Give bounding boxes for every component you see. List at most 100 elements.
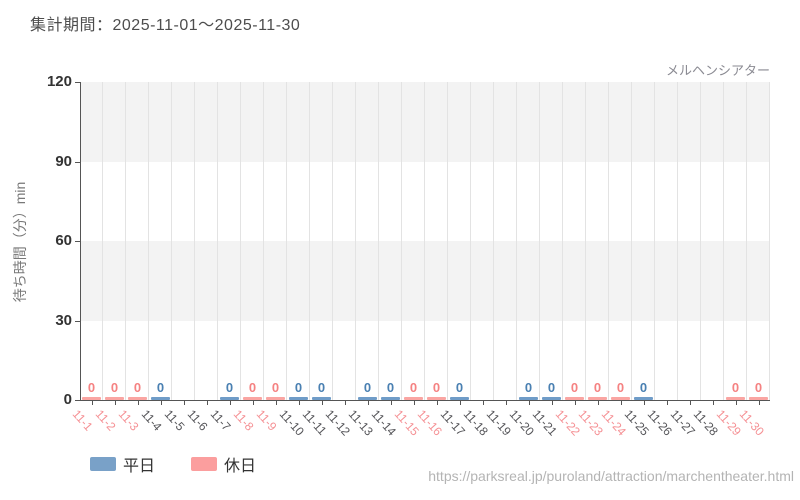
y-tick-label: 0 (63, 391, 72, 408)
plot-band (80, 161, 770, 241)
x-axis-tick (91, 401, 93, 405)
bar-value-label: 0 (547, 380, 556, 395)
y-tick-label: 60 (55, 232, 72, 249)
x-tick-label: 11-9 (253, 407, 279, 434)
bar (565, 397, 584, 400)
grid-line (493, 82, 494, 400)
grid-line (539, 82, 540, 400)
grid-line (217, 82, 218, 400)
x-tick-label: 11-18 (460, 407, 491, 439)
grid-line (723, 82, 724, 400)
x-tick-label: 11-16 (414, 407, 445, 439)
x-axis-tick (413, 401, 415, 405)
bar-value-label: 0 (225, 380, 234, 395)
y-axis-line (80, 82, 81, 400)
legend-item-weekday: 平日 (90, 452, 155, 476)
weekday-color-swatch (90, 457, 116, 471)
grid-line (240, 82, 241, 400)
bar (519, 397, 538, 400)
bar-value-label: 0 (271, 380, 280, 395)
x-axis-tick (137, 401, 139, 405)
x-axis-tick (712, 401, 714, 405)
bar (611, 397, 630, 400)
x-tick-label: 11-24 (598, 407, 629, 439)
x-axis-tick (551, 401, 553, 405)
grid-line (470, 82, 471, 400)
x-tick-label: 11-10 (276, 407, 307, 439)
holiday-color-swatch (191, 457, 218, 471)
plot-band (80, 82, 770, 162)
bar (151, 397, 170, 400)
bar-value-label: 0 (593, 380, 602, 395)
grid-line (102, 82, 103, 400)
bar (450, 397, 469, 400)
y-tick-label: 120 (46, 73, 72, 90)
bar (404, 397, 423, 400)
x-axis-tick (160, 401, 162, 405)
x-tick-label: 11-23 (575, 407, 606, 439)
bar-value-label: 0 (731, 380, 740, 395)
bar-value-label: 0 (363, 380, 372, 395)
y-axis-tick (75, 400, 80, 401)
x-axis-tick (321, 401, 323, 405)
grid-line (700, 82, 701, 400)
x-tick-label: 11-17 (437, 407, 468, 439)
x-tick-label: 11-4 (138, 407, 164, 434)
bar (220, 397, 239, 400)
bar-value-label: 0 (87, 380, 96, 395)
bar-value-label: 0 (455, 380, 464, 395)
x-axis-tick (482, 401, 484, 405)
grid-line (516, 82, 517, 400)
grid-line (171, 82, 172, 400)
x-tick-label: 11-21 (529, 407, 560, 439)
x-axis-tick (344, 401, 346, 405)
x-axis-tick (643, 401, 645, 405)
bar-value-label: 0 (133, 380, 142, 395)
legend: 平日 休日 (90, 452, 256, 476)
bar (312, 397, 331, 400)
bar (243, 397, 262, 400)
grid-line (746, 82, 747, 400)
x-tick-label: 11-26 (644, 407, 675, 439)
x-tick-label: 11-11 (299, 407, 329, 438)
bar (542, 397, 561, 400)
x-tick-label: 11-15 (391, 407, 422, 439)
grid-line (286, 82, 287, 400)
x-axis-tick (735, 401, 737, 405)
x-axis-tick (758, 401, 760, 405)
x-tick-label: 11-14 (368, 407, 399, 439)
x-tick-label: 11-8 (230, 407, 256, 434)
x-axis-tick (367, 401, 369, 405)
grid-line (608, 82, 609, 400)
bar (749, 397, 768, 400)
bar-value-label: 0 (754, 380, 763, 395)
bar-value-label: 0 (248, 380, 257, 395)
attraction-name-label: メルヘンシアター (665, 63, 770, 78)
grid-line (148, 82, 149, 400)
grid-line (125, 82, 126, 400)
x-axis-tick (620, 401, 622, 405)
x-axis-tick (689, 401, 691, 405)
y-axis-tick (75, 241, 80, 242)
x-tick-label: 11-1 (69, 407, 95, 434)
grid-line (401, 82, 402, 400)
x-axis-tick (114, 401, 116, 405)
bar-value-label: 0 (156, 380, 165, 395)
bar-value-label: 0 (616, 380, 625, 395)
bar-value-label: 0 (409, 380, 418, 395)
plot-band (80, 241, 770, 321)
bar (128, 397, 147, 400)
grid-line (355, 82, 356, 400)
source-url-watermark: https://parksreal.jp/puroland/attraction… (428, 468, 794, 484)
legend-label-holiday: 休日 (224, 458, 257, 475)
bar (105, 397, 124, 400)
x-tick-label: 11-25 (621, 407, 652, 439)
x-tick-label: 11-7 (207, 407, 233, 434)
x-axis-tick (275, 401, 277, 405)
x-tick-label: 11-12 (322, 407, 353, 439)
bar-value-label: 0 (639, 380, 648, 395)
y-axis-tick (75, 320, 80, 322)
bar (381, 397, 400, 400)
x-tick-label: 11-6 (184, 407, 210, 434)
bar-value-label: 0 (386, 380, 395, 395)
